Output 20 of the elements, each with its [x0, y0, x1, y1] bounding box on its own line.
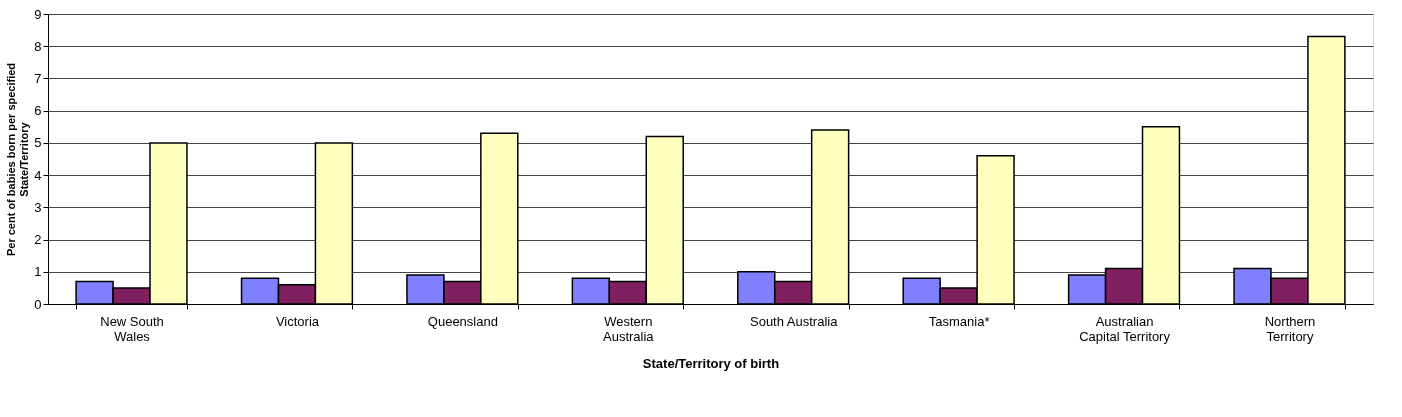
x-tick-label: Northern Territory [1264, 313, 1316, 344]
y-tick-label: 0 [34, 296, 42, 312]
x-tick-label: South Australia [749, 313, 839, 329]
x-tick-label: Victoria [275, 313, 320, 329]
y-tick-label: 6 [34, 103, 42, 119]
y-tick-label: 2 [34, 232, 42, 248]
y-tick-label: 8 [34, 38, 42, 54]
y-tick-label: 3 [34, 199, 42, 215]
y-tick-label: 7 [34, 70, 42, 86]
y-tick-label: 9 [34, 6, 42, 22]
x-tick-label: New South Wales [100, 313, 164, 344]
x-tick-label: Queensland [427, 313, 498, 329]
y-tick-label: 5 [34, 135, 42, 151]
y-axis-title: Per cent of babies born per specified State/Territory [5, 62, 31, 257]
x-tick-label: Tasmania* [928, 313, 990, 329]
y-tick-label: 1 [34, 264, 42, 280]
x-axis-title: State/Territory of birth [642, 355, 780, 371]
y-tick-label: 4 [34, 167, 42, 183]
x-tick-label: Western Australia [603, 313, 655, 344]
x-tick-label: Australian Capital Territory [1079, 313, 1171, 344]
